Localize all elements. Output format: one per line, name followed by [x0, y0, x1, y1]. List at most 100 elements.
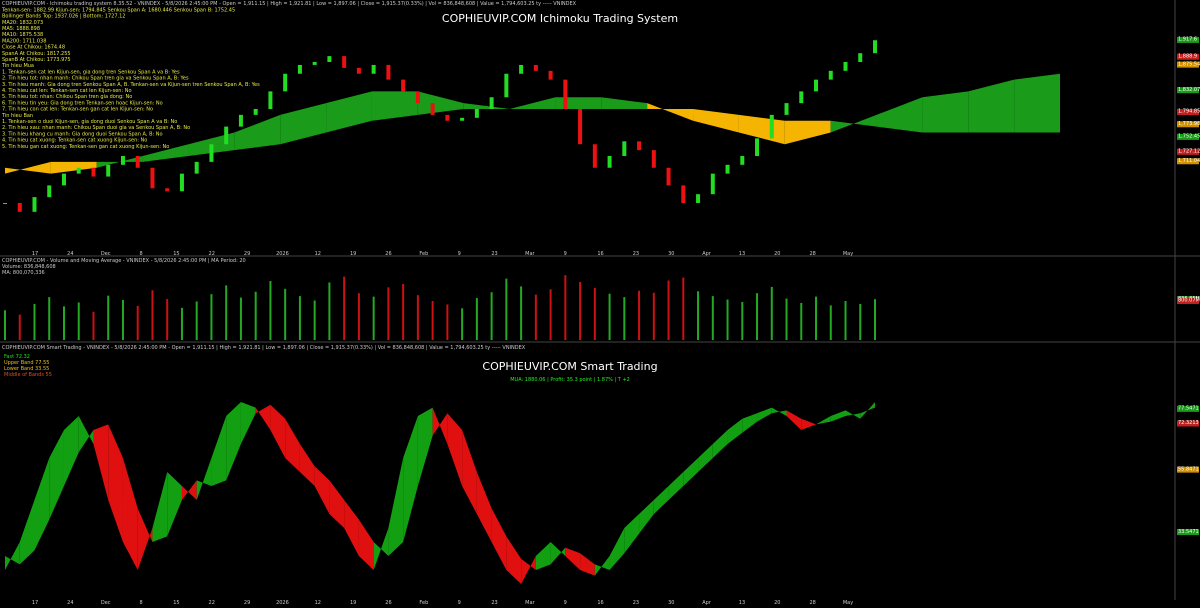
trend-band — [462, 430, 477, 514]
x-label: 24 — [67, 600, 73, 606]
candle — [651, 150, 656, 168]
ichimoku-cloud — [922, 91, 969, 133]
x-label: 2026 — [276, 251, 289, 257]
volume-bar — [505, 278, 508, 340]
header-line: 7. Tin hieu con cat len: Tenkan-sen gan … — [2, 107, 153, 113]
volume-bar — [136, 305, 139, 340]
trend-band — [196, 458, 212, 500]
trend-band — [417, 407, 433, 486]
candle — [283, 73, 288, 92]
volume-bar — [623, 297, 626, 340]
candle — [297, 64, 302, 74]
candle — [445, 114, 450, 121]
volume-bar — [77, 302, 80, 340]
ichimoku-cloud — [876, 97, 923, 133]
volume-bar — [298, 296, 301, 340]
volume-bar — [844, 301, 847, 340]
volume-bar — [210, 294, 213, 340]
volume-bar — [800, 302, 803, 340]
volume-bar — [328, 282, 331, 340]
trend-band — [152, 472, 168, 542]
header-line: 4. Tin hieu cat len: Tenkan-sen cat len … — [2, 88, 132, 94]
trend-band — [860, 402, 875, 419]
x-label: 15 — [173, 251, 179, 257]
volume-bar — [33, 303, 36, 340]
volume-bar — [166, 299, 169, 340]
candle — [76, 167, 81, 174]
volume-bar — [608, 293, 611, 340]
candle — [61, 173, 66, 186]
volume-bar — [92, 311, 95, 340]
header-line: 5. Tin hieu tot: nhan: Chikou Span tren … — [2, 94, 132, 100]
x-label: 23 — [491, 600, 497, 606]
trend-band — [314, 466, 330, 514]
price-tag — [1177, 529, 1199, 536]
trend-band — [78, 416, 94, 453]
candle — [799, 91, 804, 104]
x-label: 15 — [173, 600, 179, 606]
x-label: 28 — [809, 251, 815, 257]
candle — [135, 156, 140, 168]
price-label: 1,832.07 — [1178, 87, 1200, 93]
trend-band — [491, 508, 507, 570]
ichimoku-cloud — [280, 103, 327, 145]
volume-bar — [402, 283, 405, 340]
candle — [828, 70, 833, 80]
trend-band — [624, 514, 640, 554]
candle — [91, 167, 96, 177]
trend-band — [49, 430, 64, 520]
candle — [165, 188, 170, 192]
x-label: 30 — [668, 600, 674, 606]
trend-band — [845, 410, 861, 419]
header-line: COPHIEUVIP.COM - Ichimoku trading system… — [2, 1, 577, 7]
trend-band — [653, 486, 669, 514]
volume-bar — [697, 291, 700, 340]
trend-band — [226, 402, 241, 481]
x-label: 19 — [350, 600, 356, 606]
trend-band — [181, 480, 197, 500]
candle — [548, 70, 553, 80]
x-label: 24 — [67, 251, 73, 257]
x-label: Feb — [419, 600, 428, 606]
x-label: 16 — [597, 251, 603, 257]
trend-band — [771, 407, 787, 416]
header-line: MA200: 1711.038 — [2, 38, 46, 44]
trend-band — [506, 536, 522, 584]
header-line: MA5: 1888.898 — [2, 26, 40, 32]
volume-bar — [372, 296, 375, 340]
candle — [312, 62, 317, 65]
x-label: 22 — [209, 251, 215, 257]
ichimoku-cloud — [693, 109, 739, 133]
trend-band — [403, 416, 418, 542]
candle — [194, 161, 199, 174]
candle — [814, 79, 819, 92]
price-tag — [1177, 133, 1199, 140]
trend-band — [521, 556, 536, 584]
chart-title: COPHIEUVIP.COM Smart Trading — [482, 360, 657, 373]
x-label: 17 — [32, 251, 38, 257]
trend-band — [373, 528, 389, 570]
x-label: Dec — [101, 600, 111, 606]
x-label: 13 — [739, 600, 745, 606]
volume-bar — [756, 293, 759, 340]
trend-band — [270, 404, 286, 458]
volume-bar — [520, 286, 523, 340]
x-label: 12 — [315, 600, 321, 606]
candle — [209, 144, 214, 162]
volume-bar — [829, 305, 832, 340]
header-line: Bollinger Bands Top: 1937.026 | Bottom: … — [2, 14, 125, 20]
x-label: 12 — [315, 251, 321, 257]
volume-bar — [579, 281, 582, 340]
price-tag — [1177, 297, 1199, 304]
candle — [637, 141, 642, 151]
trend-band — [580, 553, 595, 576]
trend-band — [727, 418, 743, 444]
ichimoku-cloud — [784, 120, 831, 145]
x-label: 19 — [350, 251, 356, 257]
volume-bar — [343, 276, 346, 340]
candle — [224, 126, 229, 145]
ichimoku-cloud — [647, 103, 694, 121]
price-label: 1,917.6 — [1178, 37, 1197, 43]
trend-band — [93, 424, 109, 500]
price-label: 1,773.98 — [1178, 121, 1200, 127]
